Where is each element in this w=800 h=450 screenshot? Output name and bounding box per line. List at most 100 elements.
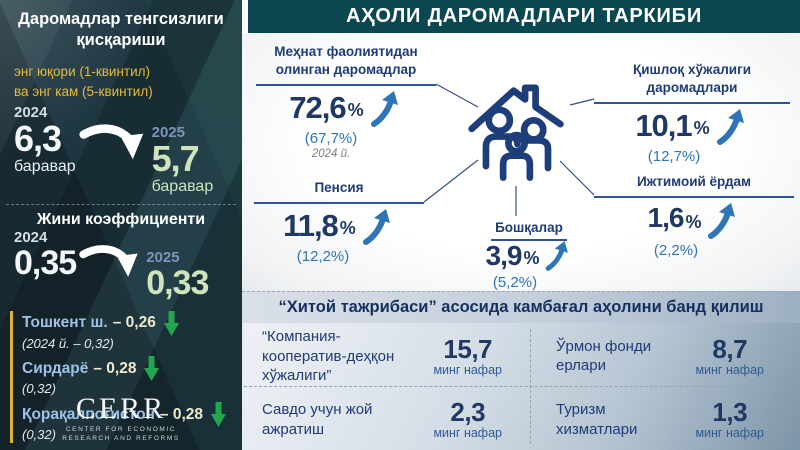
income-structure-panel: Меҳнат фаолиятидан олинган даромадлар 72… (242, 33, 800, 291)
employment-section-title: “Хитой тажрибаси” асосида камбағал аҳоли… (242, 291, 800, 323)
percent-sign: % (339, 217, 356, 238)
employment-item-tourism: Туризм хизматлари 1,3 минг нафар (532, 390, 800, 450)
year-label: 2025 (146, 249, 180, 267)
income-box-pension: Пенсия 11,8 % (12,2%) (254, 179, 424, 265)
employment-title-text: “Хитой тажрибаси” асосида камбағал аҳоли… (278, 298, 764, 316)
percent-sign: % (693, 117, 710, 138)
gini-row: 2024 0,35 2025 0,33 (0, 229, 242, 301)
divider (6, 204, 236, 206)
employment-unit: минг нафар (695, 426, 764, 441)
income-box-labor: Меҳнат фаолиятидан олинган даромадлар 72… (256, 43, 436, 160)
trend-arrow-icon (79, 124, 143, 160)
employment-label: Туризм хизматлари (556, 401, 638, 438)
page-title: АҲОЛИ ДАРОМАДЛАРИ ТАРКИБИ (248, 0, 800, 33)
region-value: – 0,28 (93, 359, 137, 377)
employment-label: Савдо учун жой ажратиш (262, 401, 373, 438)
income-previous-value: (5,2%) (492, 273, 538, 291)
gini-2025-value: 0,33 (146, 264, 209, 303)
region-previous-value: (2024 й. – 0,32) (22, 335, 114, 351)
employment-value: 2,3 (450, 397, 486, 428)
percent-sign: % (523, 247, 540, 268)
gini-region-list: Тошкент ш. – 0,26 (2024 й. – 0,32) Сирда… (10, 310, 242, 443)
family-house-icon (468, 84, 564, 181)
employment-unit: минг нафар (433, 362, 502, 377)
income-box-social-aid: Ижтимоий ёрдам 1,6 % (2,2%) (594, 173, 794, 259)
cerr-caption-line2: RESEARCH AND REFORMS (62, 435, 180, 443)
sidebar-title: Даромадлар тенгсизлиги қисқариши (18, 10, 224, 50)
divider (244, 386, 798, 387)
decrease-arrow-icon (163, 310, 179, 336)
employment-value: 1,3 (712, 397, 748, 428)
income-previous-value: (67,7%) (304, 129, 358, 147)
income-value: 72,6 (289, 89, 346, 125)
year-label: 2024 (14, 104, 48, 122)
region-name: Сирдарё (22, 359, 89, 377)
increase-arrow-icon (708, 202, 736, 239)
employment-value: 15,7 (443, 333, 493, 364)
year-label: 2025 (151, 124, 185, 142)
list-item: Тошкент ш. – 0,26 (2024 й. – 0,32) (22, 310, 242, 352)
employment-item-forest: Ўрмон фонди ерлари 8,7 минг нафар (532, 323, 800, 390)
quintile-2024-value: 6,3 (14, 118, 62, 160)
increase-arrow-icon (370, 90, 398, 127)
income-previous-value: (12,2%) (296, 247, 350, 265)
connector-lines (423, 83, 595, 216)
cerr-caption-line1: CENTER FOR ECONOMIC (65, 426, 177, 434)
quintile-note-line2: ва энг кам (5-квинтил) (14, 84, 153, 100)
region-name: Тошкент ш. (22, 314, 108, 332)
employment-item-cooperative: “Компания-кооператив-деҳқон хўжалиги” 15… (244, 323, 532, 390)
quintile-ratio-row: 2024 6,3 баравар 2025 5,7 баравар (0, 104, 242, 196)
employment-label: Ўрмон фонди ерлари (556, 337, 652, 375)
increase-arrow-icon (362, 208, 390, 245)
decrease-arrow-icon (211, 401, 227, 427)
region-name: Қорақалпоғистон (22, 405, 155, 423)
income-label: Бошқалар (491, 219, 567, 241)
region-previous-value: (0,32) (22, 381, 56, 397)
quintile-note-line1: энг юқори (1-квинтил) (14, 63, 151, 79)
quintile-2025: 2025 5,7 баравар (152, 124, 214, 196)
employment-unit: минг нафар (695, 362, 764, 377)
quintile-2025-value: 5,7 (151, 138, 200, 180)
region-previous-value: (0,32) (22, 426, 56, 442)
gini-2024: 2024 0,35 (14, 229, 77, 283)
income-label: Ижтимоий ёрдам (594, 173, 794, 198)
gini-2025: 2025 0,33 (146, 249, 209, 303)
gini-title: Жини коэффициенти (36, 211, 206, 229)
employment-label: “Компания-кооператив-деҳқон хўжалиги” (262, 328, 395, 384)
trend-arrow-icon (79, 245, 138, 277)
cerr-logo: CERR CENTER FOR ECONOMIC RESEARCH AND RE… (0, 394, 242, 444)
income-label: Қишлоқ хўжалиги даромадлари (594, 61, 790, 104)
quintile-2024-unit: баравар (14, 158, 76, 176)
increase-arrow-icon (716, 108, 744, 145)
increase-arrow-icon (546, 240, 569, 271)
gini-2024-value: 0,35 (14, 244, 77, 283)
year-label: 2024 (14, 229, 48, 247)
decrease-arrow-icon (144, 356, 160, 382)
income-previous-value: (2,2%) (653, 241, 699, 259)
income-label: Меҳнат фаолиятидан олинган даромадлар (256, 43, 436, 86)
employment-unit: минг нафар (433, 426, 502, 441)
region-value: – 0,26 (112, 314, 156, 332)
income-value: 1,6 (647, 201, 685, 233)
region-value: – 0,28 (159, 405, 204, 423)
employment-value: 8,7 (712, 333, 748, 364)
employment-item-trade: Савдо учун жой ажратиш 2,3 минг нафар (244, 390, 532, 450)
income-value: 11,8 (283, 207, 339, 243)
list-item: Қорақалпоғистон – 0,28 (0,32) (22, 401, 242, 443)
income-box-others: Бошқалар 3,9 % (5,2%) (454, 219, 604, 291)
page-title-text: АҲОЛИ ДАРОМАДЛАРИ ТАРКИБИ (345, 5, 703, 27)
list-item: Сирдарё – 0,28 (0,32) (22, 356, 242, 397)
cerr-logo-text: CERR (75, 392, 167, 426)
quintile-2025-unit: баравар (151, 178, 214, 196)
percent-sign: % (685, 211, 702, 232)
sidebar-inequality-panel: Даромадлар тенгсизлиги қисқариши энг юқо… (0, 0, 242, 450)
income-previous-value: (12,7%) (647, 147, 701, 165)
divider (530, 329, 531, 444)
income-value: 3,9 (485, 239, 523, 271)
income-box-agriculture: Қишлоқ хўжалиги даромадлари 10,1 % (12,7… (594, 61, 790, 165)
quintile-2024: 2024 6,3 баравар (14, 104, 76, 176)
percent-sign: % (347, 99, 364, 120)
income-previous-year: 2024 й. (311, 147, 351, 160)
income-value: 10,1 (635, 107, 692, 143)
